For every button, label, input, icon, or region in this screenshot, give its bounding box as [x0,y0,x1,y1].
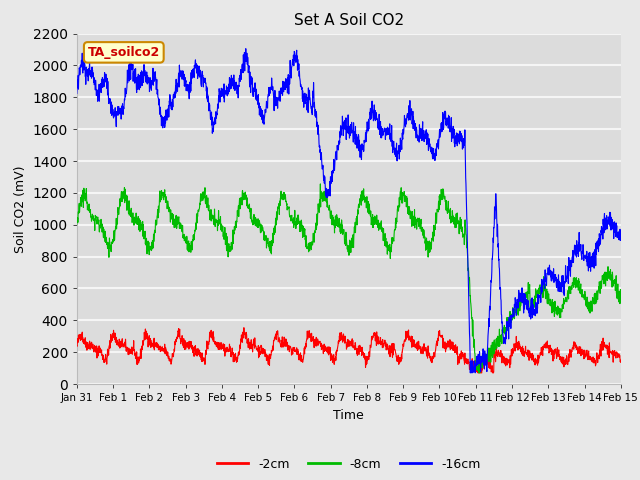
Legend: -2cm, -8cm, -16cm: -2cm, -8cm, -16cm [212,453,486,476]
Text: TA_soilco2: TA_soilco2 [88,46,160,59]
Y-axis label: Soil CO2 (mV): Soil CO2 (mV) [14,165,27,252]
Title: Set A Soil CO2: Set A Soil CO2 [294,13,404,28]
X-axis label: Time: Time [333,408,364,421]
